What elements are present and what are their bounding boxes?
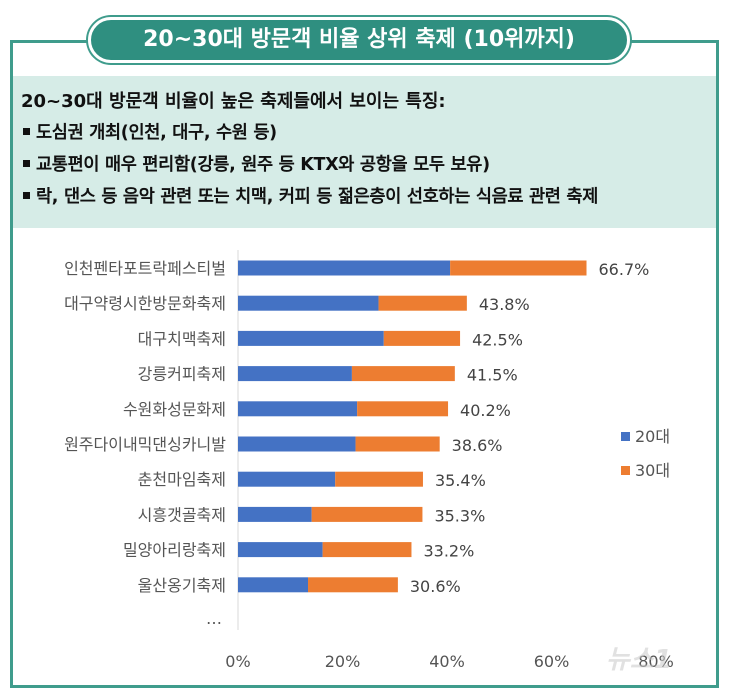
- x-tick-label: 0%: [225, 652, 250, 671]
- feature-text: 도심권 개최(인천, 대구, 수원 등): [36, 123, 277, 143]
- data-label: 41.5%: [467, 366, 518, 385]
- data-label: 66.7%: [599, 260, 650, 279]
- category-label: 춘천마임축제: [138, 470, 226, 489]
- bar-segment-30s: [383, 330, 461, 346]
- page-title: 20~30대 방문객 비율 상위 축제 (10위까지): [88, 17, 630, 63]
- category-label: 대구치맥축제: [138, 329, 226, 348]
- bar-segment-30s: [357, 401, 449, 417]
- bar-segment-30s: [308, 577, 398, 593]
- bar-segment-20s: [238, 330, 384, 346]
- bar-segment-20s: [238, 506, 312, 522]
- legend-swatch: [621, 432, 630, 441]
- bar-segment-30s: [322, 542, 412, 558]
- bar-segment-30s: [311, 506, 423, 522]
- x-tick-label: 80%: [638, 652, 674, 671]
- category-label: 인천펜타포트락페스티벌: [64, 259, 226, 278]
- data-label: 35.4%: [435, 471, 486, 490]
- legend-swatch: [621, 466, 630, 475]
- ellipsis-label: …: [206, 609, 222, 628]
- bar-segment-20s: [238, 542, 323, 558]
- x-tick-label: 40%: [429, 652, 465, 671]
- feature-text: 교통편이 매우 편리함(강릉, 원주 등 KTX와 공항을 모두 보유): [36, 155, 490, 175]
- feature-item: 락, 댄스 등 음악 관련 또는 치맥, 커피 등 젊은층이 선호하는 식음료 …: [21, 186, 716, 209]
- data-label: 43.8%: [479, 295, 530, 314]
- data-label: 35.3%: [434, 506, 485, 525]
- bar-segment-20s: [238, 366, 352, 382]
- x-tick-label: 60%: [534, 652, 570, 671]
- bar-segment-30s: [335, 471, 423, 487]
- bar-segment-20s: [238, 401, 358, 417]
- data-label: 42.5%: [472, 330, 523, 349]
- bar-segment-20s: [238, 260, 451, 276]
- category-label: 밀양아리랑축제: [123, 541, 226, 560]
- category-label: 수원화성문화제: [123, 400, 226, 419]
- x-tick-label: 20%: [325, 652, 361, 671]
- legend-label: 20대: [635, 427, 670, 446]
- bar-segment-30s: [450, 260, 587, 276]
- data-label: 40.2%: [460, 401, 511, 420]
- data-label: 38.6%: [452, 436, 503, 455]
- bar-segment-20s: [238, 577, 309, 593]
- bullet-icon: [23, 159, 30, 167]
- legend-label: 30대: [635, 461, 670, 480]
- data-label: 30.6%: [410, 577, 461, 596]
- category-label: 원주다이내믹댄싱카니발: [64, 435, 226, 454]
- feature-item: 도심권 개최(인천, 대구, 수원 등): [21, 122, 716, 145]
- watermark-logo: 뉴스1: [606, 645, 672, 675]
- bar-segment-20s: [238, 436, 356, 452]
- bar-segment-30s: [355, 436, 440, 452]
- feature-item: 교통편이 매우 편리함(강릉, 원주 등 KTX와 공항을 모두 보유): [21, 154, 716, 177]
- category-label: 울산옹기축제: [138, 576, 226, 595]
- category-label: 강릉커피축제: [138, 365, 226, 384]
- bullet-icon: [23, 127, 30, 135]
- bullet-icon: [23, 191, 30, 199]
- data-label: 33.2%: [423, 542, 474, 561]
- category-label: 시흥갯골축제: [138, 505, 226, 524]
- feature-text: 락, 댄스 등 음악 관련 또는 치맥, 커피 등 젊은층이 선호하는 식음료 …: [36, 187, 598, 207]
- bar-segment-20s: [238, 295, 379, 311]
- bar-segment-20s: [238, 471, 336, 487]
- bar-segment-30s: [378, 295, 467, 311]
- features-heading: 20~30대 방문객 비율이 높은 축제들에서 보이는 특징:: [21, 91, 446, 112]
- bar-segment-30s: [351, 366, 455, 382]
- features-box: 20~30대 방문객 비율이 높은 축제들에서 보이는 특징: 도심권 개최(인…: [13, 76, 716, 228]
- category-label: 대구약령시한방문화축제: [64, 294, 226, 313]
